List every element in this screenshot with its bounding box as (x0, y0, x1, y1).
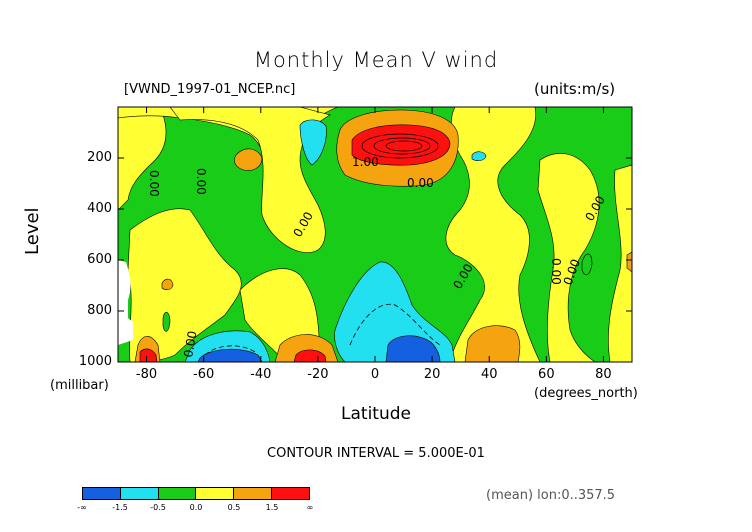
colorbar (82, 487, 310, 500)
region-cyan-top (299, 119, 327, 166)
mean-note: (mean) lon:0..357.5 (486, 488, 616, 503)
colorbar-label: -0.5 (150, 503, 166, 512)
y-tick-label: 400 (87, 201, 112, 216)
colorbar-label: 0.5 (227, 503, 241, 512)
x-tick-label: 60 (538, 367, 555, 382)
contour-label: 0.00 (181, 330, 199, 359)
contour-jet-1 (361, 133, 439, 159)
colorbar-label: -∞ (77, 503, 87, 512)
x-tick-label: -20 (307, 367, 329, 382)
region-yellow-north-edge (608, 164, 632, 362)
contour-label: 0.00 (407, 176, 434, 190)
region-red-bottom-1 (139, 348, 158, 362)
units-label: (units:m/s) (534, 80, 616, 98)
y-tick-label: 600 (87, 252, 112, 267)
y-tick-label: 1000 (78, 354, 112, 369)
colorbar-swatch (272, 488, 309, 499)
region-cyan-small (471, 151, 487, 161)
contour-label: 1.00 (352, 155, 379, 169)
x-tick-label: 80 (595, 367, 612, 382)
contour-jet-2 (373, 137, 431, 155)
colorbar-label: 1.5 (265, 503, 279, 512)
region-blue-central (385, 335, 441, 362)
region-yellow-west-top (118, 107, 167, 211)
colorbar-swatch (83, 488, 121, 499)
region-orange-south-top (234, 148, 263, 171)
missing-data-area (118, 260, 133, 345)
contour-label: 0.00 (147, 170, 161, 197)
region-orange-bottom-3 (464, 325, 521, 362)
colorbar-swatch (158, 488, 197, 499)
y-axis-label: Level (22, 207, 43, 255)
x-tick-label: -80 (135, 367, 158, 382)
chart-title: Monthly Mean V wind (253, 48, 499, 72)
contour-label: 0.00 (194, 168, 208, 195)
y-axis-unit: (millibar) (50, 378, 109, 393)
contour-jet-3 (385, 140, 423, 152)
colorbar-label: ∞ (306, 503, 314, 512)
x-axis-label: Latitude (341, 404, 411, 424)
colorbar-swatch (120, 488, 159, 499)
region-orange-small-1 (161, 278, 174, 290)
x-tick-label: 40 (480, 367, 498, 382)
x-tick-label: -60 (193, 367, 215, 382)
contour-negative-2 (204, 345, 256, 356)
file-label: [VWND_1997-01_NCEP.nc] (124, 82, 296, 97)
colorbar-swatch (234, 488, 273, 499)
y-tick-label: 800 (87, 303, 112, 318)
x-tick-label: 20 (423, 367, 441, 382)
region-green-island-2 (581, 253, 593, 276)
colorbar-label: -1.5 (112, 503, 128, 512)
x-tick-label: 0 (370, 367, 380, 382)
y-tick-label: 200 (87, 150, 112, 165)
contour-label: 0.00 (549, 258, 563, 285)
region-orange-small-2 (626, 251, 632, 273)
x-tick-label: -40 (250, 367, 272, 382)
region-yellow-far-north (537, 153, 600, 362)
region-green-island-1 (162, 311, 171, 332)
colorbar-label: 0.0 (189, 503, 203, 512)
contour-negative-1 (349, 303, 441, 346)
region-cyan-central (334, 261, 456, 362)
region-yellow-central (169, 107, 331, 253)
colorbar-swatch (196, 488, 235, 499)
contour-interval-note: CONTOUR INTERVAL = 5.000E-01 (267, 446, 485, 461)
x-axis-unit: (degrees_north) (534, 386, 638, 401)
